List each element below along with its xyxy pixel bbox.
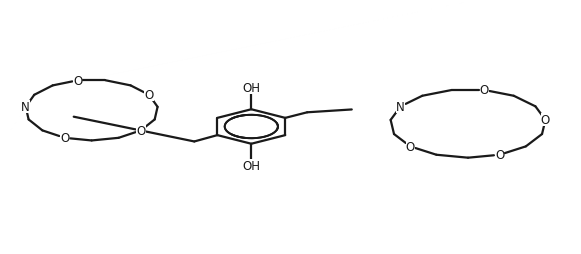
Text: OH: OH (242, 82, 260, 95)
Text: OH: OH (242, 159, 260, 172)
Text: O: O (406, 140, 415, 153)
Text: O: O (541, 114, 550, 127)
Text: O: O (60, 132, 69, 145)
Text: O: O (479, 84, 489, 97)
Text: N: N (21, 101, 30, 114)
Text: O: O (145, 89, 154, 102)
Text: N: N (396, 100, 405, 113)
Text: O: O (137, 124, 145, 137)
Text: O: O (495, 149, 504, 162)
Text: O: O (73, 74, 83, 87)
